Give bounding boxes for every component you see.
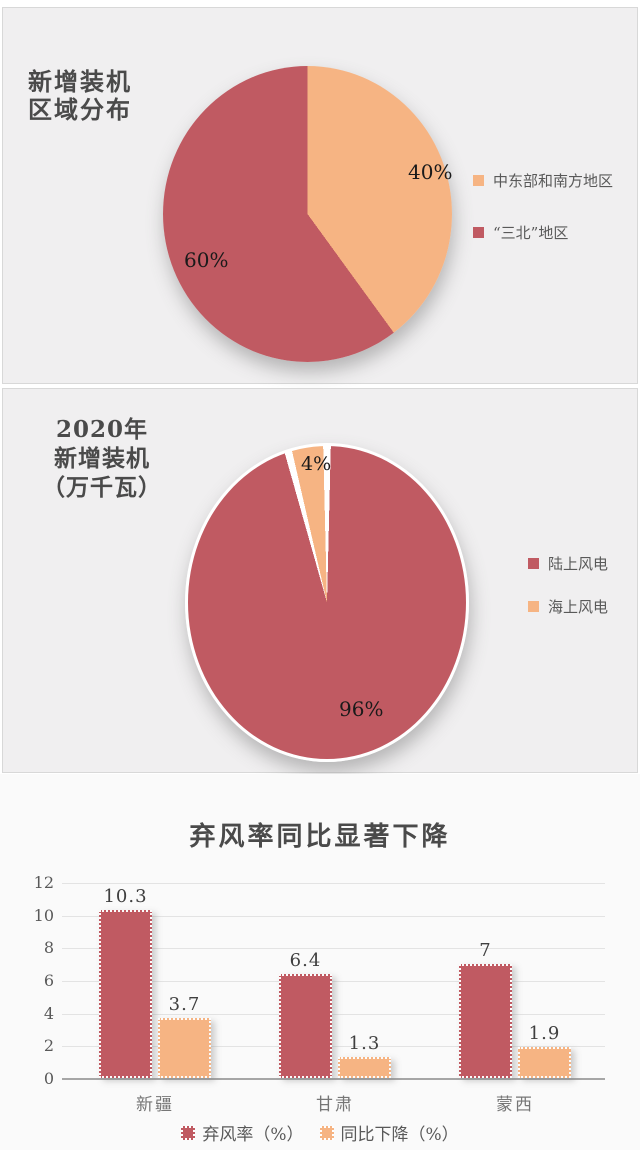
pie1-title-line1: 新增装机 xyxy=(28,67,132,96)
bar-wrap: 1.9 xyxy=(518,1024,571,1078)
gridline xyxy=(62,1046,605,1048)
x-axis-line xyxy=(62,1078,605,1080)
bar-wrap: 3.7 xyxy=(158,993,211,1078)
legend-label: 弃风率（%） xyxy=(202,1125,304,1145)
y-axis-tick-label: 2 xyxy=(43,1036,54,1056)
bar-group-xinjiang: 10.3 3.7 xyxy=(65,885,245,1078)
x-axis-category-xinjiang: 新疆 xyxy=(136,1095,174,1115)
legend-swatch-orange-icon xyxy=(528,601,539,612)
legend-item-curtailment-rate: 弃风率（%） xyxy=(181,1120,304,1145)
bar-wrap: 7 xyxy=(459,939,512,1078)
gridline xyxy=(62,883,605,884)
y-axis-tick-label: 12 xyxy=(33,873,54,892)
y-axis-tick-label: 10 xyxy=(33,905,54,925)
y-axis-tick-label: 0 xyxy=(43,1069,54,1088)
legend-swatch-orange-icon xyxy=(473,175,484,186)
gridline xyxy=(62,915,605,917)
pie-region-distribution xyxy=(163,66,452,362)
legend-swatch-orange-icon xyxy=(319,1125,334,1140)
pie2-title-line1: 2020年 xyxy=(55,416,148,443)
pie2-title: 2020年 新增装机 （万千瓦） xyxy=(21,415,183,502)
pie2-legend-label: 陆上风电 xyxy=(548,555,609,573)
legend-item-yoy-drop: 同比下降（%） xyxy=(319,1120,459,1145)
bar-curtailment-gansu xyxy=(279,973,332,1078)
bar-group-gansu: 6.4 1.3 xyxy=(245,949,425,1078)
bar-chart-legend: 弃风率（%） 同比下降（%） xyxy=(0,1120,640,1145)
bar-value-label: 1.3 xyxy=(348,1032,381,1054)
bar-wrap: 10.3 xyxy=(99,885,152,1078)
bar-group-mengxi: 7 1.9 xyxy=(425,939,605,1078)
bar-yoy-drop-gansu xyxy=(338,1056,391,1078)
bar-curtailment-mengxi xyxy=(459,963,512,1078)
pie1-slice-label-three-north: 60% xyxy=(184,248,229,272)
y-axis-tick-label: 8 xyxy=(43,938,54,958)
bar-value-label: 10.3 xyxy=(103,885,148,907)
y-axis-tick-label: 4 xyxy=(43,1003,54,1023)
legend-swatch-red-icon xyxy=(181,1125,196,1140)
x-axis-category-mengxi: 蒙西 xyxy=(496,1095,534,1115)
gridline xyxy=(62,1013,605,1015)
bar-value-label: 6.4 xyxy=(289,949,322,971)
bar-value-label: 1.9 xyxy=(528,1023,561,1044)
pie1-legend-item-three-north: “三北”地区 xyxy=(473,222,568,243)
legend-label: 同比下降（%） xyxy=(340,1125,459,1145)
pie-new-capacity xyxy=(185,443,469,762)
y-axis-tick-label: 6 xyxy=(43,971,54,990)
pie2-slice-label-offshore: 4% xyxy=(301,453,332,475)
pie1-legend-label: 中东部和南方地区 xyxy=(493,172,614,190)
pie2-title-line2: 新增装机 xyxy=(54,445,150,472)
pie1-legend-item-east-south: 中东部和南方地区 xyxy=(473,170,613,191)
legend-swatch-red-icon xyxy=(528,558,539,569)
pie1-slice-label-east-south: 40% xyxy=(408,160,453,184)
pie2-legend-item-offshore: 海上风电 xyxy=(528,596,608,617)
gridline xyxy=(62,981,605,982)
gridline xyxy=(62,948,605,950)
bar-wrap: 1.3 xyxy=(338,1032,391,1078)
pie1-title: 新增装机 区域分布 xyxy=(28,68,132,124)
bar-wrap: 6.4 xyxy=(279,949,332,1078)
bar-value-label: 3.7 xyxy=(168,993,201,1015)
x-axis-category-gansu: 甘肃 xyxy=(316,1095,354,1115)
bar-chart-title: 弃风率同比显著下降 xyxy=(189,822,451,852)
bar-yoy-drop-xinjiang xyxy=(158,1017,211,1078)
pie2-title-line3: （万千瓦） xyxy=(42,474,162,501)
pie2-legend-label: 海上风电 xyxy=(548,598,609,616)
pie2-legend-item-onshore: 陆上风电 xyxy=(528,553,608,574)
bar-value-label: 7 xyxy=(479,939,492,961)
bar-yoy-drop-mengxi xyxy=(518,1047,571,1078)
legend-swatch-red-icon xyxy=(473,227,484,238)
pie2-slice-label-onshore: 96% xyxy=(339,697,384,721)
pie1-legend-label: “三北”地区 xyxy=(493,224,569,242)
pie1-title-line2: 区域分布 xyxy=(28,95,132,124)
bar-curtailment-xinjiang xyxy=(99,909,152,1078)
